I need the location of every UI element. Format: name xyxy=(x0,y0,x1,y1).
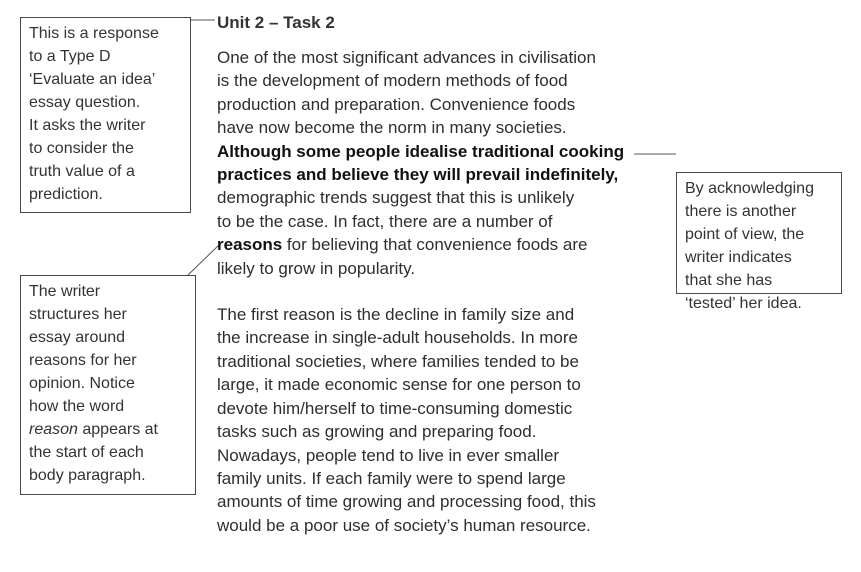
annotation-line: to consider the xyxy=(29,140,134,157)
reasons-word: reasons xyxy=(217,235,283,255)
annotation-line: By acknowledging xyxy=(685,180,814,197)
annotation-type-d-text: This is a response to a Type D ‘Evaluate a… xyxy=(29,22,182,206)
annotation-line: reasons for her xyxy=(29,352,137,369)
essay-line: have now become the norm in many societi… xyxy=(217,118,567,138)
essay-line: Although some people idealise traditiona… xyxy=(217,141,625,161)
annotation-acknowledging-text: By acknowledging there is another point of… xyxy=(685,177,833,315)
essay-line: amounts of time growing and processing f… xyxy=(217,492,596,512)
essay-line: The first reason is the decline in famil… xyxy=(217,305,575,325)
annotation-line: It asks the writer xyxy=(29,117,146,134)
essay-line: would be a poor use of society’s human r… xyxy=(217,515,591,535)
annotation-line: the start of each xyxy=(29,444,144,461)
annotation-line: essay around xyxy=(29,329,126,346)
essay-line: demographic trends suggest that this is … xyxy=(217,188,575,208)
annotation-line: truth value of a xyxy=(29,163,135,180)
italic-reason-word: reason xyxy=(29,421,78,438)
annotation-line: The writer xyxy=(29,283,101,300)
essay-line: is the development of modern methods of … xyxy=(217,71,568,91)
essay-line: the increase in single-adult households.… xyxy=(217,328,578,348)
essay-paragraph-2: The first reason is the decline in famil… xyxy=(217,303,657,537)
annotation-line: writer indicates xyxy=(685,249,792,266)
essay-line: family units. If each family were to spe… xyxy=(217,468,566,488)
annotation-line: how the word xyxy=(29,398,125,415)
essay-line: traditional societies, where families te… xyxy=(217,351,579,371)
essay-line: One of the most significant advances in … xyxy=(217,48,596,67)
annotation-line: essay question. xyxy=(29,94,141,111)
annotation-line: body paragraph. xyxy=(29,467,146,484)
annotation-line: ‘tested’ her idea. xyxy=(685,295,802,312)
annotation-line: prediction. xyxy=(29,186,103,203)
annotation-structure-text: The writer structures her essay around reas… xyxy=(29,283,158,484)
essay-paragraph-1: One of the most significant advances in … xyxy=(217,46,657,280)
annotation-line: structures her xyxy=(29,306,127,323)
annotation-line: ‘Evaluate an idea’ xyxy=(29,71,156,88)
annotation-line: to a Type D xyxy=(29,48,111,65)
essay-line: to be the case. In fact, there are a num… xyxy=(217,211,553,231)
annotation-acknowledging: By acknowledging there is another point of… xyxy=(676,172,842,312)
counter-argument-phrase: Although some people idealise traditiona… xyxy=(217,140,657,187)
essay-line: Nowadays, people tend to live in ever sm… xyxy=(217,445,560,465)
essay: Unit 2 – Task 2 One of the most signific… xyxy=(217,12,657,537)
essay-heading: Unit 2 – Task 2 xyxy=(217,13,335,32)
essay-line: tasks such as growing and preparing food… xyxy=(217,422,537,442)
essay-line: practices and believe they will prevail … xyxy=(217,165,619,185)
annotation-line: there is another xyxy=(685,203,797,220)
essay-line: production and preparation. Convenience … xyxy=(217,94,576,114)
essay-line: large, it made economic sense for one pe… xyxy=(217,375,581,395)
annotation-structure: The writer structures her essay around reas… xyxy=(20,275,196,495)
annotation-line: that she has xyxy=(685,272,773,289)
annotation-line: point of view, the xyxy=(685,226,805,243)
annotation-type-d: This is a response to a Type D ‘Evaluate a… xyxy=(20,17,191,213)
annotation-line: This is a response xyxy=(29,25,159,42)
essay-line: devote him/herself to time-consuming dom… xyxy=(217,398,573,418)
annotation-line: opinion. Notice xyxy=(29,375,135,392)
